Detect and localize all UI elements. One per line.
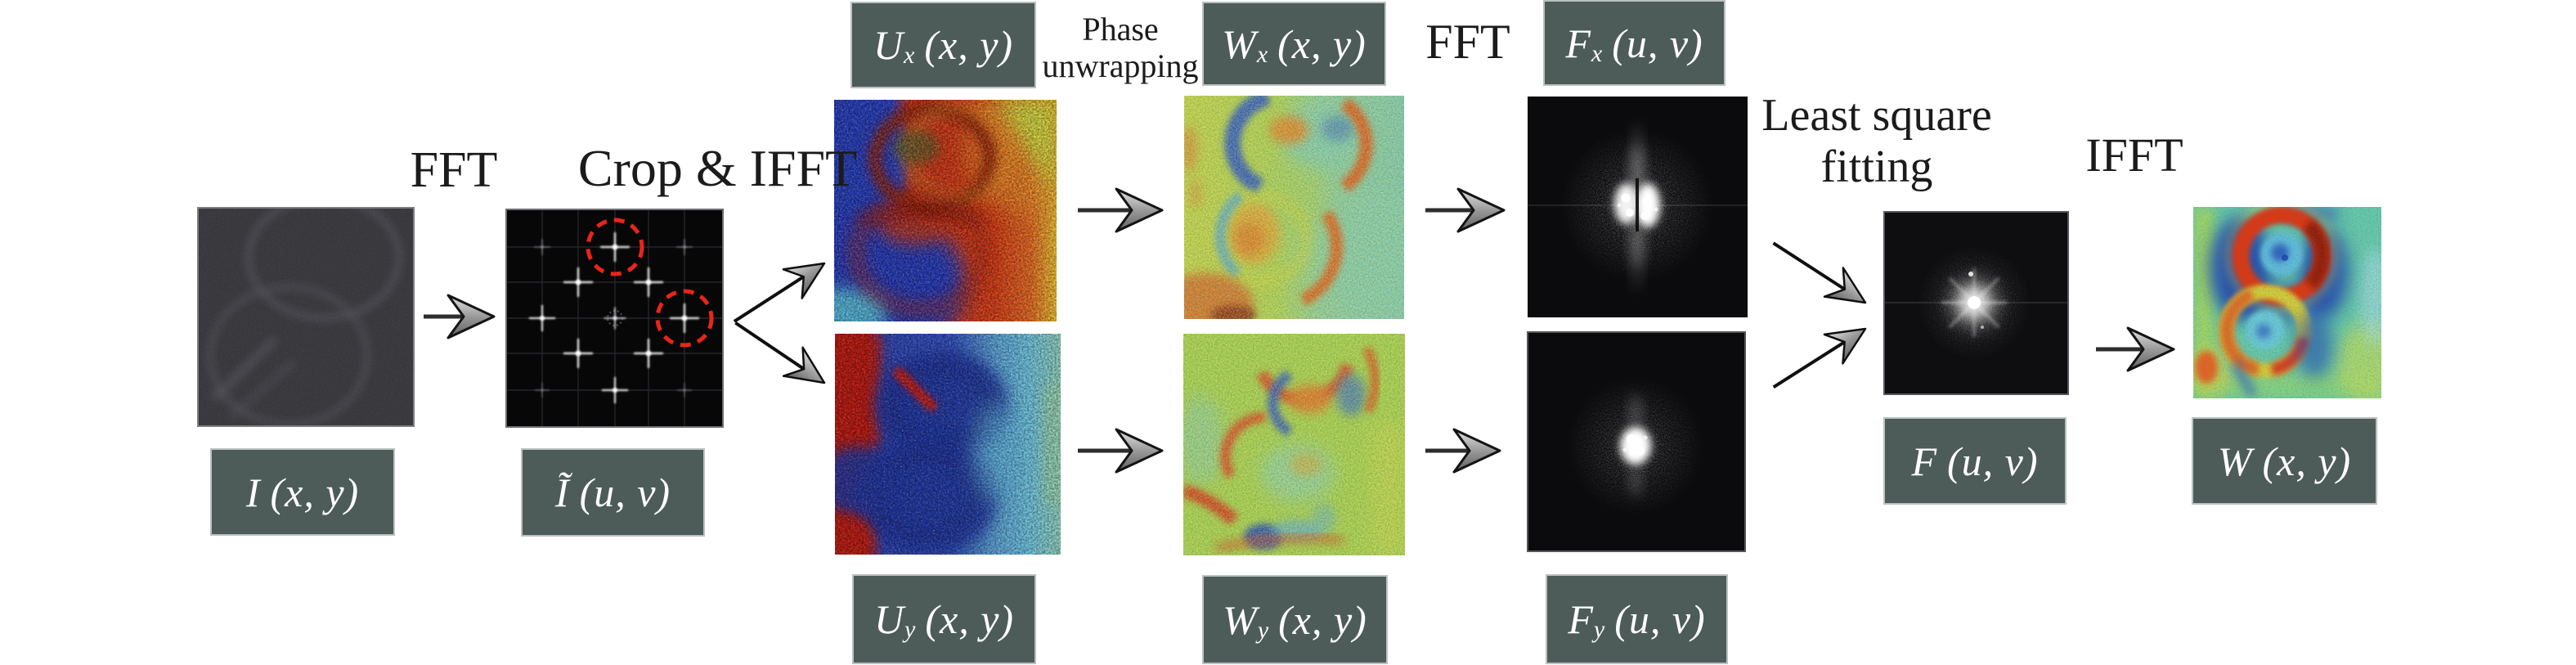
label-uy-args: (x, y) xyxy=(925,596,1015,642)
selected-order-circles xyxy=(586,218,714,348)
label-uy-subscript: y xyxy=(904,616,916,643)
image-wavefront-map xyxy=(2193,207,2381,398)
label-uy-symbol: U xyxy=(873,596,904,642)
label-itilde-symbol: Ĩ xyxy=(554,470,569,515)
arrow-phase-unwrap-y-icon xyxy=(1078,428,1164,474)
label-wx-symbol: W xyxy=(1222,20,1256,67)
image-wrapped-phase-x xyxy=(834,100,1057,321)
op-label-phase-unwrapping: Phase unwrapping xyxy=(1042,11,1199,84)
label-itilde-args: (u, v) xyxy=(579,470,671,515)
image-interferogram xyxy=(197,207,415,427)
image-wrapped-phase-y xyxy=(835,334,1061,555)
image-unwrapped-phase-x xyxy=(1184,96,1404,319)
arrow-ifft-icon xyxy=(2096,326,2175,372)
label-wy-subscript: y xyxy=(1257,616,1269,644)
label-ux-symbol: U xyxy=(873,22,904,68)
label-wy-symbol: W xyxy=(1223,596,1257,643)
arrow-branch-up-icon xyxy=(733,262,826,323)
label-wy-args: (x, y) xyxy=(1278,596,1367,643)
label-wx-args: (x, y) xyxy=(1277,20,1367,67)
label-fx-args: (u, v) xyxy=(1612,20,1703,66)
label-fy-subscript: y xyxy=(1593,616,1605,643)
label-fy-symbol: F xyxy=(1568,596,1593,642)
arrow-converge-bottom-icon xyxy=(1772,327,1867,389)
label-i-args: (x, y) xyxy=(270,469,360,515)
op-label-fft-2: FFT xyxy=(1425,15,1510,69)
label-plate-w: W (x, y) xyxy=(2192,417,2377,505)
arrow-fft-1-icon xyxy=(424,294,496,339)
op-label-crop-ifft: Crop & IFFT xyxy=(577,139,858,197)
arrow-fft-x-icon xyxy=(1425,187,1506,233)
image-fft-spectrum xyxy=(505,209,724,428)
label-f-args: (u, v) xyxy=(1947,438,2039,484)
label-ux-args: (x, y) xyxy=(924,22,1014,68)
label-w-symbol: W xyxy=(2217,438,2252,484)
label-plate-f: F (u, v) xyxy=(1883,417,2067,505)
op-label-least-square-fitting: Least square fitting xyxy=(1761,90,1992,192)
op-label-fft-1: FFT xyxy=(410,142,498,198)
label-fx-subscript: x xyxy=(1591,39,1603,67)
arrow-phase-unwrap-x-icon xyxy=(1078,187,1164,233)
label-plate-itilde: Ĩ (u, v) xyxy=(521,448,705,537)
image-spectrum-fy xyxy=(1527,331,1746,552)
image-unwrapped-phase-y xyxy=(1183,334,1405,555)
arrow-branch-down-icon xyxy=(734,321,826,384)
label-wx-subscript: x xyxy=(1256,40,1268,68)
label-f-symbol: F xyxy=(1911,438,1937,484)
op-label-ifft: IFFT xyxy=(2085,128,2183,182)
image-spectrum-fx xyxy=(1528,97,1748,317)
label-ux-subscript: x xyxy=(904,42,915,69)
label-fy-args: (u, v) xyxy=(1614,596,1706,642)
label-fx-symbol: F xyxy=(1565,20,1591,66)
label-plate-i: I (x, y) xyxy=(210,448,395,536)
arrow-converge-top-icon xyxy=(1772,241,1867,304)
label-i-symbol: I xyxy=(245,469,260,515)
image-fitted-spectrum xyxy=(1883,211,2069,395)
arrow-fft-y-icon xyxy=(1425,428,1501,474)
label-w-args: (x, y) xyxy=(2262,438,2352,484)
